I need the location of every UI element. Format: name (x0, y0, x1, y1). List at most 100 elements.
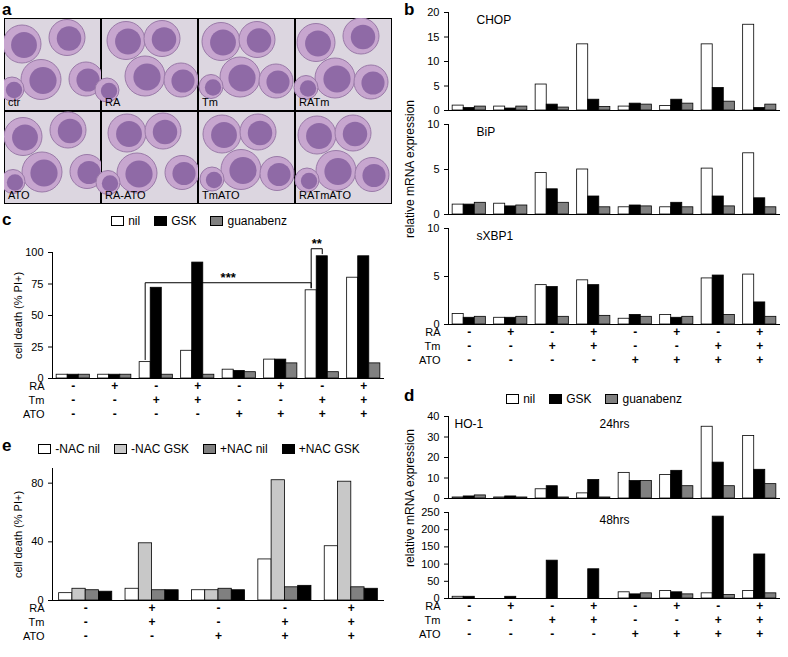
svg-text:48hrs: 48hrs (599, 513, 629, 527)
svg-text:+: + (507, 325, 514, 339)
svg-text:-: - (467, 599, 471, 613)
svg-text:10: 10 (427, 222, 439, 234)
svg-text:-: - (467, 339, 471, 353)
svg-text:BiP: BiP (477, 125, 496, 139)
svg-text:+: + (319, 407, 326, 421)
svg-text:-: - (237, 379, 241, 393)
svg-text:-: - (154, 379, 158, 393)
svg-text:+: + (715, 613, 722, 627)
svg-text:+: + (715, 353, 722, 367)
svg-text:+: + (756, 613, 763, 627)
svg-text:+: + (153, 393, 160, 407)
svg-text:40: 40 (427, 410, 439, 422)
svg-text:+: + (281, 629, 288, 643)
svg-text:+: + (348, 615, 355, 629)
svg-text:ATO: ATO (419, 354, 441, 366)
svg-text:Tm: Tm (29, 394, 45, 406)
svg-text:75: 75 (31, 278, 43, 290)
svg-text:+: + (149, 601, 156, 615)
svg-text:+: + (673, 599, 680, 613)
svg-text:+: + (756, 339, 763, 353)
svg-text:-: - (84, 615, 88, 629)
svg-text:+: + (756, 599, 763, 613)
svg-text:5: 5 (433, 270, 439, 282)
svg-text:-: - (550, 627, 554, 641)
svg-text:+: + (590, 599, 597, 613)
svg-text:Tm: Tm (29, 616, 45, 628)
svg-text:+: + (756, 325, 763, 339)
svg-text:-: - (467, 353, 471, 367)
svg-text:20: 20 (427, 6, 439, 18)
svg-text:25: 25 (31, 341, 43, 353)
svg-text:-: - (716, 599, 720, 613)
svg-text:-: - (633, 599, 637, 613)
svg-text:+: + (549, 613, 556, 627)
svg-text:+: + (590, 325, 597, 339)
svg-text:+: + (715, 339, 722, 353)
svg-text:+: + (319, 393, 326, 407)
svg-text:-: - (283, 601, 287, 615)
svg-text:sXBP1: sXBP1 (477, 229, 514, 243)
svg-text:80: 80 (31, 477, 43, 489)
svg-text:30: 30 (427, 431, 439, 443)
svg-text:-: - (509, 613, 513, 627)
svg-text:100: 100 (25, 246, 43, 258)
svg-text:RA-ATO: RA-ATO (105, 189, 146, 201)
svg-text:-: - (113, 393, 117, 407)
svg-text:+: + (215, 629, 222, 643)
svg-text:-: - (509, 353, 513, 367)
svg-text:+: + (632, 353, 639, 367)
svg-text:RATm: RATm (299, 96, 329, 108)
svg-text:RA: RA (29, 380, 45, 392)
svg-text:Tm: Tm (425, 614, 441, 626)
svg-text:-: - (320, 379, 324, 393)
svg-text:-: - (467, 325, 471, 339)
svg-text:50: 50 (31, 309, 43, 321)
svg-text:+: + (590, 339, 597, 353)
svg-text:+: + (236, 407, 243, 421)
svg-text:+: + (756, 353, 763, 367)
svg-text:+: + (149, 615, 156, 629)
svg-text:RA: RA (105, 96, 121, 108)
svg-text:-: - (675, 613, 679, 627)
svg-text:+: + (590, 613, 597, 627)
svg-text:0: 0 (433, 492, 439, 504)
svg-text:0: 0 (433, 104, 439, 116)
svg-text:200: 200 (421, 523, 439, 535)
svg-text:10: 10 (427, 472, 439, 484)
svg-text:+: + (360, 393, 367, 407)
svg-text:-: - (509, 339, 513, 353)
svg-text:Tm: Tm (425, 340, 441, 352)
svg-text:-: - (84, 601, 88, 615)
svg-text:***: *** (221, 270, 237, 285)
svg-text:-: - (279, 393, 283, 407)
svg-text:+: + (673, 353, 680, 367)
svg-text:-: - (633, 339, 637, 353)
svg-text:150: 150 (421, 540, 439, 552)
svg-text:5: 5 (433, 80, 439, 92)
svg-text:40: 40 (31, 535, 43, 547)
svg-text:-: - (196, 407, 200, 421)
svg-text:10: 10 (427, 118, 439, 130)
svg-text:250: 250 (421, 506, 439, 518)
svg-text:ATO: ATO (8, 189, 30, 201)
svg-text:-: - (467, 627, 471, 641)
svg-text:ctr: ctr (8, 96, 21, 108)
svg-text:cell death (% PI+): cell death (% PI+) (12, 272, 24, 359)
svg-text:HO-1: HO-1 (455, 417, 484, 431)
svg-text:-: - (150, 629, 154, 643)
svg-text:-: - (217, 615, 221, 629)
svg-text:20: 20 (427, 451, 439, 463)
svg-text:+: + (194, 393, 201, 407)
svg-text:RATmATO: RATmATO (299, 189, 351, 201)
svg-text:-: - (217, 601, 221, 615)
svg-text:100: 100 (421, 558, 439, 570)
svg-text:RA: RA (29, 602, 45, 614)
svg-text:-: - (113, 407, 117, 421)
svg-text:cell death (% PI+): cell death (% PI+) (12, 491, 24, 578)
svg-text:+: + (673, 325, 680, 339)
svg-text:ATO: ATO (23, 630, 45, 642)
svg-text:-: - (154, 407, 158, 421)
svg-text:-: - (467, 613, 471, 627)
svg-text:+: + (673, 627, 680, 641)
